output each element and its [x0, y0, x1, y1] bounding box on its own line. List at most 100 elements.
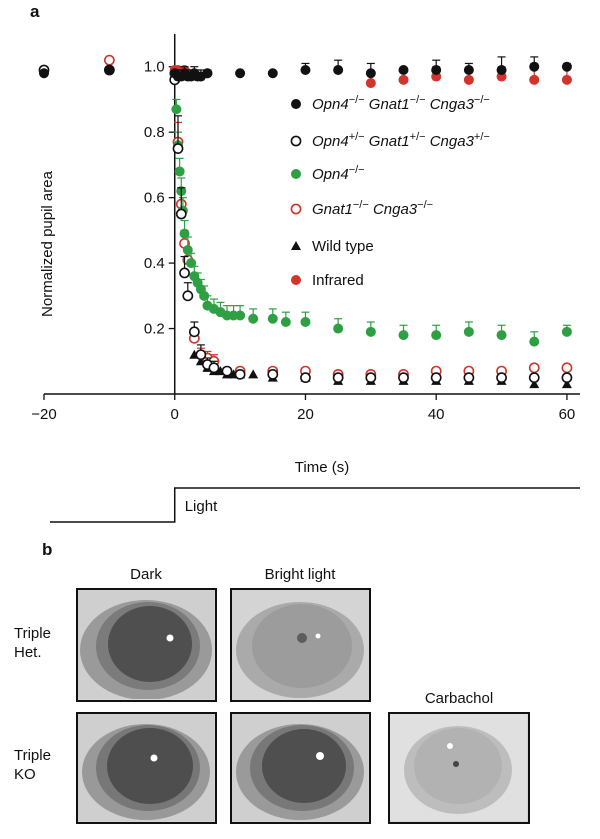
series-1 [38, 64, 573, 384]
data-point [172, 143, 184, 154]
panel-letter-a: a [30, 2, 40, 21]
data-point [431, 65, 442, 75]
data-point [39, 68, 49, 79]
data-point [496, 330, 507, 341]
data-point [104, 65, 115, 75]
column-label-bright-light: Bright light [264, 566, 336, 583]
x-axis-label: Time (s) [295, 459, 349, 476]
legend-entry: Opn4−/− Gnat1−/− Cnga3−/− [312, 94, 490, 113]
legend-text-part: −/− [417, 199, 433, 211]
legend-text-part: Cnga3 [369, 201, 418, 218]
data-point [463, 372, 475, 384]
data-point [280, 317, 291, 327]
series-2 [169, 69, 572, 347]
eye-photo-ko-bright [230, 712, 371, 824]
data-point [430, 372, 442, 384]
y-tick-label: 0.6 [144, 190, 165, 207]
legend-marker [291, 169, 301, 179]
series-0 [39, 56, 572, 82]
data-point [431, 330, 442, 341]
y-tick-label: 0.8 [144, 124, 165, 141]
data-point [463, 326, 474, 337]
data-point [333, 323, 344, 334]
legend-entry: Opn4−/− [312, 164, 365, 183]
data-point [398, 65, 409, 75]
data-point [300, 372, 311, 384]
legend-text-part: Cnga3 [426, 133, 475, 150]
data-point [202, 68, 213, 79]
data-point [529, 336, 540, 347]
row-label-line: Triple [14, 625, 51, 642]
x-tick-label: −20 [31, 406, 56, 423]
legend-text-part: +/− [349, 131, 365, 143]
legend-text-part: −/− [410, 94, 426, 106]
data-point [235, 68, 246, 79]
data-point [248, 313, 259, 324]
data-point [267, 68, 278, 79]
x-tick-label: 0 [171, 406, 179, 423]
data-point [365, 68, 376, 79]
row-label-triple-ko: Triple KO [14, 746, 51, 784]
y-tick-label: 1.0 [144, 59, 165, 76]
data-point [221, 365, 233, 377]
y-tick-label: 0.2 [144, 321, 165, 338]
light-stimulus-trace [50, 487, 580, 523]
data-point [175, 208, 187, 220]
data-point [103, 54, 115, 66]
data-point [188, 326, 200, 338]
row-label-line: KO [14, 766, 36, 783]
data-point [179, 267, 190, 279]
legend-text-part: −/− [349, 164, 365, 176]
column-label-carbachol: Carbachol [424, 690, 494, 707]
legend-text-part: Gnat1 [365, 96, 410, 113]
legend-entry: Opn4+/− Gnat1+/− Cnga3+/− [312, 131, 490, 150]
y-tick-label: 0.4 [144, 255, 165, 272]
legend-text-part: −/− [353, 199, 369, 211]
data-point [398, 372, 409, 384]
data-point [365, 326, 376, 337]
data-point [528, 362, 540, 374]
data-point [398, 330, 409, 341]
data-point [463, 74, 474, 85]
eye-photo-het-bright [230, 588, 371, 702]
legend-marker [291, 99, 301, 109]
legend-text-part: Opn4 [312, 96, 349, 113]
x-tick-label: 40 [428, 406, 445, 423]
eye-photo-het-dark [76, 588, 217, 702]
data-point [300, 317, 311, 327]
eye-photo-ko-dark [76, 712, 217, 824]
data-point [195, 349, 207, 361]
data-point [332, 372, 344, 384]
data-point [561, 379, 572, 389]
legend-entry: Gnat1−/− Cnga3−/− [312, 199, 433, 218]
data-point [561, 61, 572, 72]
legend-text-part: +/− [410, 131, 426, 143]
legend-text-part: −/− [349, 94, 365, 106]
legend-text-part: Gnat1 [365, 133, 410, 150]
x-tick-label: 20 [297, 406, 314, 423]
data-point [182, 245, 193, 255]
data-point [561, 74, 572, 85]
legend-text-part: Wild type [312, 238, 374, 255]
legend-text-part: Gnat1 [312, 201, 353, 218]
row-label-line: Het. [14, 644, 42, 661]
data-point [529, 379, 540, 389]
legend-marker [290, 135, 302, 147]
legend: Opn4−/− Gnat1−/− Cnga3−/−Opn4+/− Gnat1+/… [290, 94, 490, 289]
legend-text-part: Opn4 [312, 133, 349, 150]
row-label-triple-het: Triple Het. [14, 624, 51, 662]
legend-text-part: Infrared [312, 272, 364, 289]
data-point [234, 368, 246, 380]
data-point [267, 313, 278, 324]
x-tick-label: 60 [559, 406, 576, 423]
data-point [365, 372, 377, 384]
legend-marker [291, 241, 301, 250]
data-point [529, 61, 540, 72]
row-label-line: Triple [14, 747, 51, 764]
eye-photo-ko-carbachol [388, 712, 530, 824]
data-point [179, 228, 190, 239]
legend-text-part: Opn4 [312, 166, 349, 183]
data-point [182, 290, 194, 302]
legend-marker [290, 203, 302, 215]
